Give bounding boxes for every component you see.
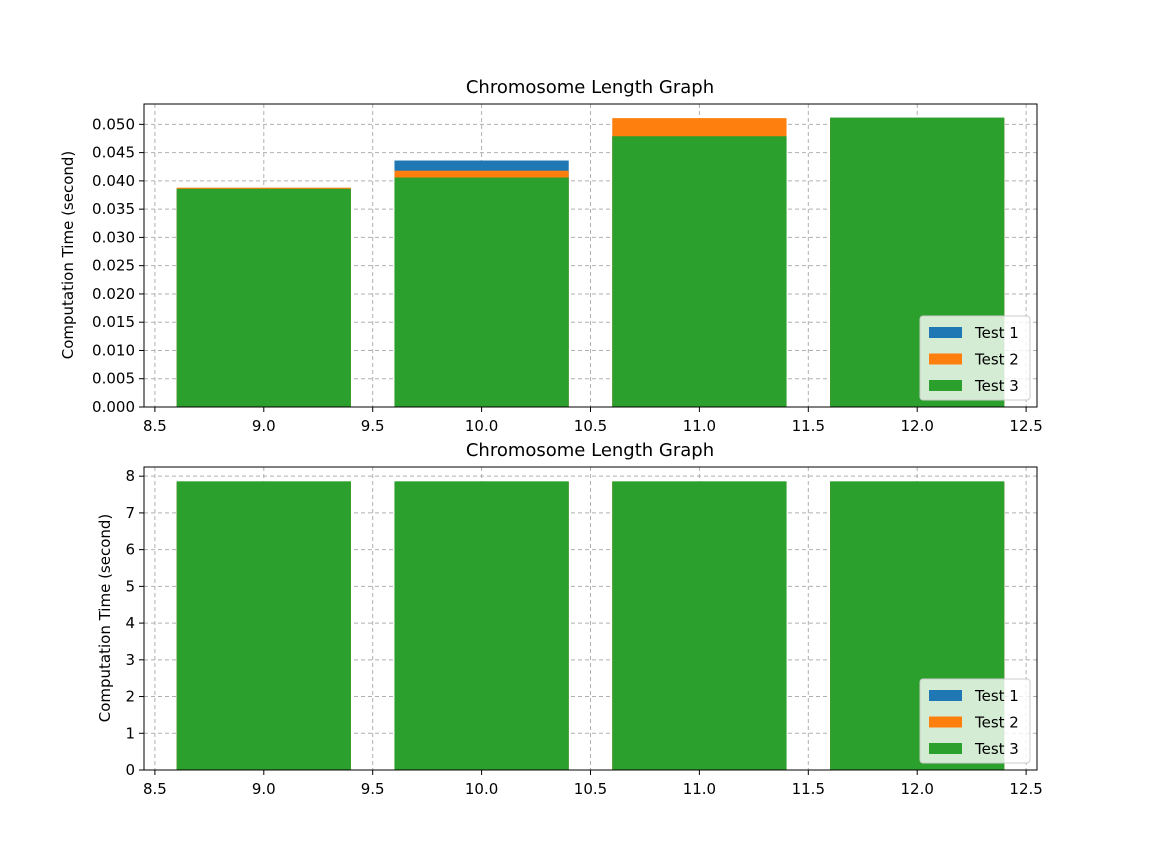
top-chart-ytick-label: 0.005 — [92, 370, 135, 388]
top-chart-xtick-label: 11.0 — [683, 417, 716, 435]
bottom-chart-legend-label-3: Test 3 — [974, 740, 1019, 758]
top-chart-ytick-label: 0.030 — [92, 228, 135, 246]
top-chart-xtick-label: 9.5 — [361, 417, 385, 435]
top-chart-legend-swatch-1 — [929, 327, 962, 338]
top-chart-legend-label-2: Test 2 — [974, 351, 1019, 369]
bottom-chart-ytick-label: 8 — [125, 467, 135, 485]
top-chart-xtick-label: 10.0 — [465, 417, 498, 435]
top-chart-legend-swatch-2 — [929, 353, 962, 365]
bottom-chart-ylabel: Computation Time (second) — [96, 514, 114, 723]
bottom-chart-ytick-label: 1 — [125, 724, 135, 742]
top-chart-title: Chromosome Length Graph — [466, 77, 714, 98]
top-chart-bar-test3-9 — [176, 188, 351, 407]
top-chart-ytick-label: 0.045 — [92, 144, 135, 162]
bottom-chart-bar-test3-10 — [394, 481, 569, 770]
bottom-chart-legend-swatch-1 — [929, 690, 962, 701]
top-chart-legend-swatch-3 — [929, 380, 962, 391]
top-chart: Chromosome Length Graph Computation Time… — [59, 77, 1043, 435]
top-chart-bar-test3-11 — [612, 136, 787, 407]
bottom-chart-legend-label-1: Test 1 — [974, 687, 1019, 705]
bottom-chart-title: Chromosome Length Graph — [466, 440, 714, 461]
top-chart-ticks: 8.5 9.0 9.5 10.0 10.5 11.0 11.5 12.0 12.5 0.000 0.… — [92, 115, 1043, 435]
bottom-chart-legend-swatch-2 — [929, 716, 962, 728]
top-chart-ytick-label: 0.010 — [92, 341, 135, 359]
bottom-chart-legend-label-2: Test 2 — [974, 714, 1019, 732]
top-chart-ytick-label: 0.040 — [92, 172, 135, 190]
top-chart-legend-label-3: Test 3 — [974, 377, 1019, 395]
bottom-chart-xtick-label: 9.5 — [361, 780, 385, 798]
bottom-chart: Chromosome Length Graph Computation Time… — [96, 440, 1043, 798]
bottom-chart-xtick-label: 12.0 — [901, 780, 934, 798]
top-chart-xtick-label: 9.0 — [252, 417, 276, 435]
bottom-chart-ytick-label: 4 — [125, 614, 135, 632]
bottom-chart-ticks: 8.5 9.0 9.5 10.0 10.5 11.0 11.5 12.0 12.5 0 1 2 3 4 5 6… — [125, 467, 1042, 798]
bottom-chart-legend: Test 1 Test 2 Test 3 — [919, 678, 1031, 764]
top-chart-legend-label-1: Test 1 — [974, 324, 1019, 342]
top-chart-ytick-label: 0.000 — [92, 398, 135, 416]
bottom-chart-bars — [176, 481, 1005, 770]
top-chart-xtick-label: 10.5 — [574, 417, 607, 435]
top-chart-ytick-label: 0.035 — [92, 200, 135, 218]
top-chart-xtick-label: 12.5 — [1009, 417, 1042, 435]
top-chart-ytick-label: 0.050 — [92, 115, 135, 133]
bottom-chart-bar-test3-11 — [612, 481, 787, 770]
bottom-chart-xtick-label: 12.5 — [1009, 780, 1042, 798]
bottom-chart-ytick-label: 6 — [125, 541, 135, 559]
top-chart-xtick-label: 12.0 — [901, 417, 934, 435]
bottom-chart-ytick-label: 7 — [125, 504, 135, 522]
top-chart-ytick-label: 0.025 — [92, 257, 135, 275]
bottom-chart-ytick-label: 2 — [125, 688, 135, 706]
bottom-chart-legend-swatch-3 — [929, 743, 962, 754]
bottom-chart-xtick-label: 10.0 — [465, 780, 498, 798]
bottom-chart-xtick-label: 11.0 — [683, 780, 716, 798]
bottom-chart-xtick-label: 10.5 — [574, 780, 607, 798]
top-chart-ytick-label: 0.015 — [92, 313, 135, 331]
bottom-chart-ytick-label: 3 — [125, 651, 135, 669]
bottom-chart-ytick-label: 0 — [125, 761, 135, 779]
top-chart-xtick-label: 11.5 — [792, 417, 825, 435]
top-chart-ytick-label: 0.020 — [92, 285, 135, 303]
bottom-chart-xtick-label: 9.0 — [252, 780, 276, 798]
bottom-chart-xtick-label: 11.5 — [792, 780, 825, 798]
bottom-chart-ytick-label: 5 — [125, 577, 135, 595]
top-chart-xtick-label: 8.5 — [143, 417, 167, 435]
top-chart-ylabel: Computation Time (second) — [59, 151, 77, 360]
bottom-chart-bar-test3-9 — [176, 481, 351, 770]
top-chart-legend: Test 1 Test 2 Test 3 — [919, 315, 1031, 401]
top-chart-bar-test3-10 — [394, 177, 569, 407]
top-chart-bars — [176, 117, 1005, 408]
bottom-chart-xtick-label: 8.5 — [143, 780, 167, 798]
